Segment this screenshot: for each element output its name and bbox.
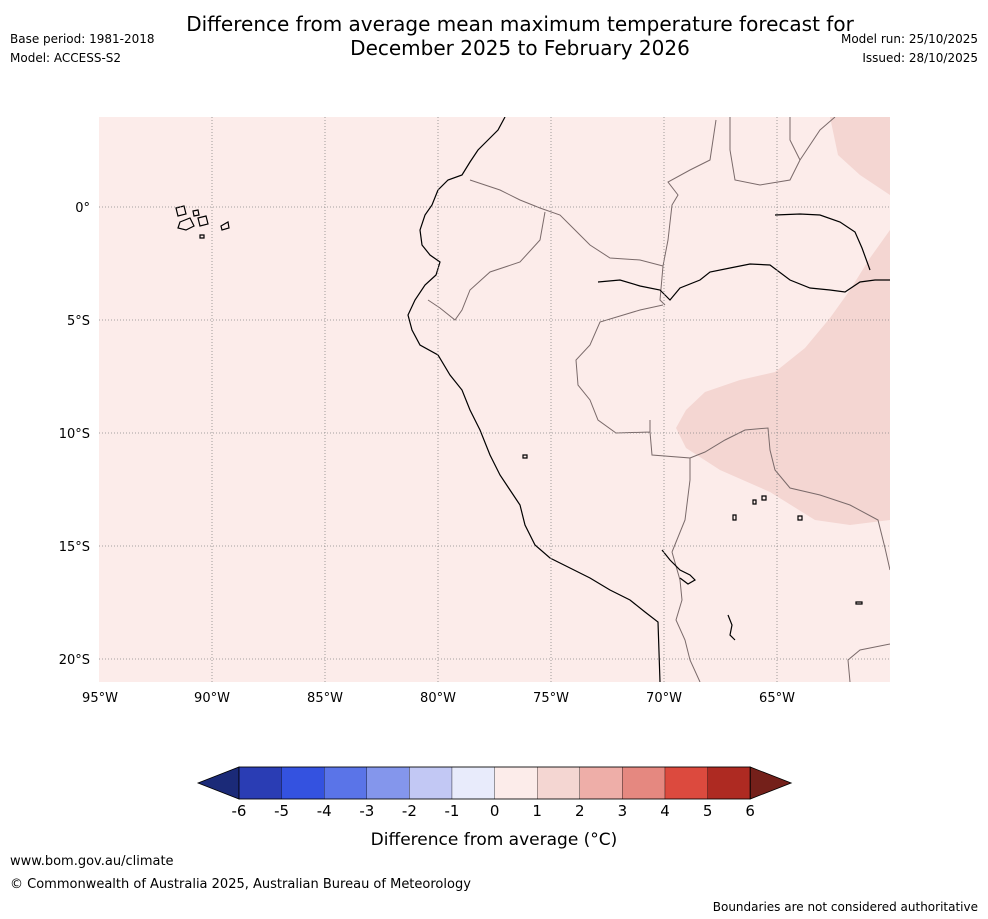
colorbar-tick-label: 3	[618, 802, 628, 820]
colorbar-segment	[238, 766, 282, 800]
colorbar-tick-label: -5	[274, 802, 289, 820]
coastlines	[175, 117, 890, 682]
model-run: Model run: 25/10/2025	[840, 32, 978, 46]
colorbar-tick-label: 2	[575, 802, 585, 820]
y-axis-labels: 0° 5°S 10°S 15°S 20°S	[59, 201, 90, 668]
issued-date: Issued: 28/10/2025	[862, 51, 978, 65]
colorbar-segment	[409, 766, 453, 800]
colorbar-segment	[324, 766, 367, 800]
colorbar-segment	[707, 766, 751, 800]
x-tick-label: 65°W	[759, 691, 795, 706]
colorbar-tick-label: 1	[532, 802, 542, 820]
colorbar-tick-label: 4	[660, 802, 670, 820]
colorbar-tick-label: -2	[402, 802, 417, 820]
colorbar-label: Difference from average (°C)	[371, 830, 618, 850]
colorbar-segment	[494, 766, 538, 800]
colorbar: -6 -5 -4 -3 -2 -1 0 1 2 3 4 5 6	[196, 766, 793, 820]
x-tick-label: 70°W	[646, 691, 682, 706]
colorbar-frame	[238, 766, 751, 800]
anomaly-region-1-to-2	[676, 230, 890, 525]
x-tick-label: 95°W	[82, 691, 118, 706]
y-tick-label: 5°S	[67, 314, 90, 329]
model-name: Model: ACCESS-S2	[10, 51, 122, 65]
copyright-text: © Commonwealth of Australia 2025, Austra…	[10, 877, 471, 892]
chart-title: Difference from average mean maximum tem…	[0, 12, 988, 60]
x-tick-label: 90°W	[194, 691, 230, 706]
colorbar-segment	[579, 766, 623, 800]
y-tick-label: 20°S	[59, 653, 90, 668]
x-tick-label: 85°W	[307, 691, 343, 706]
x-tick-label: 80°W	[420, 691, 456, 706]
y-tick-label: 15°S	[59, 540, 90, 555]
colorbar-tick-label: -4	[317, 802, 332, 820]
x-tick-label: 75°W	[533, 691, 569, 706]
colorbar-tick-label: -3	[359, 802, 374, 820]
meta-left: Base period: 1981-2018 Model: ACCESS-S2	[10, 32, 155, 70]
colorbar-extend-low	[196, 766, 240, 800]
anomaly-region-top-right	[830, 117, 890, 195]
colorbar-tick-label: 0	[490, 802, 500, 820]
colorbar-tick-label: 5	[703, 802, 713, 820]
x-axis-labels: 95°W 90°W 85°W 80°W 75°W 70°W 65°W	[82, 691, 795, 706]
title-line-1: Difference from average mean maximum tem…	[186, 12, 854, 36]
colorbar-segment	[281, 766, 325, 800]
gridlines	[99, 117, 890, 682]
colorbar-segment	[537, 766, 580, 800]
colorbar-segment	[622, 766, 666, 800]
y-tick-label: 10°S	[59, 427, 90, 442]
y-tick-label: 0°	[75, 201, 90, 216]
colorbar-tick-label: -6	[232, 802, 247, 820]
boundary-disclaimer: Boundaries are not considered authoritat…	[713, 900, 978, 914]
colorbar-segment	[366, 766, 410, 800]
colorbar-segment	[451, 766, 495, 800]
title-line-2: December 2025 to February 2026	[350, 36, 690, 60]
meta-right: Model run: 25/10/2025 Issued: 28/10/2025	[841, 32, 978, 70]
colorbar-segment	[664, 766, 708, 800]
colorbar-tick-label: 6	[745, 802, 755, 820]
colorbar-tick-label: -1	[445, 802, 460, 820]
colorbar-extend-high	[749, 766, 793, 800]
website-link[interactable]: www.bom.gov.au/climate	[10, 854, 174, 869]
base-period: Base period: 1981-2018	[10, 32, 155, 46]
